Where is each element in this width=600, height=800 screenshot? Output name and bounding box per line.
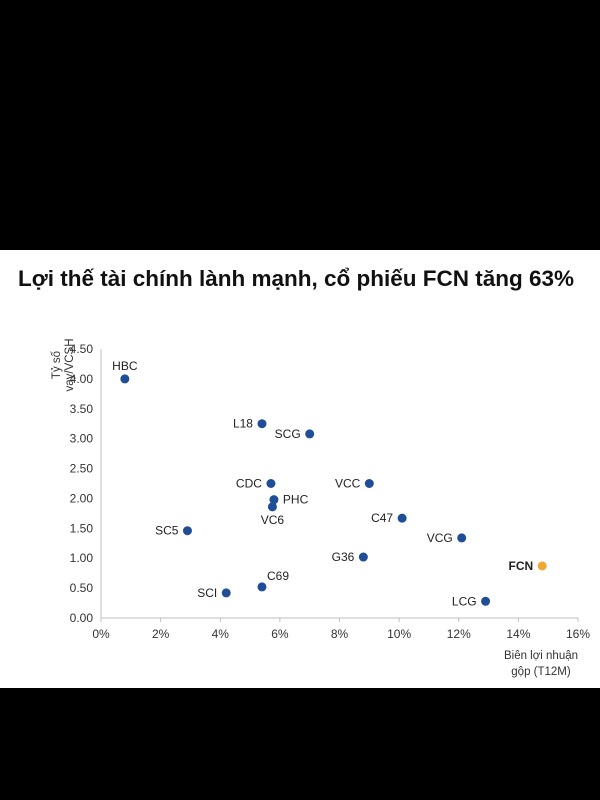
point-label-scg: SCG [275, 427, 301, 441]
data-point-vcc [364, 479, 374, 488]
x-tick-label: 12% [447, 627, 471, 641]
x-tick-label: 0% [92, 627, 110, 641]
x-axis-title-line: gộp (T12M) [511, 666, 571, 678]
data-point-sci [221, 588, 231, 598]
y-tick-label: 3.00 [70, 432, 94, 446]
y-tick-label: 2.00 [70, 491, 94, 505]
data-point-sc5 [182, 526, 192, 536]
point-labels: HBC L18 SCG CDC VCC PHC VC6 C47 SC5 VCG G36 FCN C69 S… [112, 359, 533, 608]
y-tick-label: 1.00 [70, 551, 94, 565]
data-point-vc6 [267, 502, 277, 512]
y-tick-label: 0.00 [70, 611, 94, 625]
x-tick-label: 8% [331, 627, 349, 641]
chart-panel: Lợi thế tài chính lành mạnh, cổ phiếu FC… [0, 250, 600, 688]
point-label-fcn: FCN [509, 559, 534, 573]
chart-title: Lợi thế tài chính lành mạnh, cổ phiếu FC… [18, 266, 575, 291]
scatter-chart: 0.00 0.50 1.00 1.50 2.00 2.50 3.00 3.50 4.00 4.50… [51, 338, 590, 678]
point-label-vcc: VCC [335, 477, 361, 491]
point-label-hbc: HBC [112, 359, 138, 373]
data-point-c69 [257, 582, 267, 592]
x-tick-label: 4% [212, 627, 230, 641]
data-point-g36 [358, 552, 368, 562]
point-label-l18: L18 [233, 417, 253, 431]
x-tick-label: 14% [506, 627, 530, 641]
point-label-c47: C47 [371, 511, 393, 525]
axes: 0.00 0.50 1.00 1.50 2.00 2.50 3.00 3.50 4.00 4.50… [51, 338, 590, 678]
y-tick-label: 1.50 [70, 521, 94, 535]
y-tick-label: 0.50 [70, 581, 94, 595]
data-point-c47 [397, 513, 407, 523]
point-label-phc: PHC [283, 493, 309, 507]
data-point-cdc [266, 479, 276, 488]
point-label-vcg: VCG [427, 531, 453, 545]
x-tick-label: 6% [271, 627, 289, 641]
point-label-sci: SCI [197, 586, 217, 600]
y-axis-title: Tỷ sốvay/VCSH [51, 338, 76, 391]
data-point-hbc [120, 374, 130, 384]
point-label-sc5: SC5 [155, 524, 179, 538]
data-point-lcg [481, 596, 491, 606]
point-label-c69: C69 [267, 569, 289, 583]
point-label-lcg: LCG [452, 594, 477, 608]
data-point-fcn [537, 561, 547, 571]
data-point-scg [305, 429, 315, 439]
y-tick-label: 4.50 [70, 342, 94, 356]
x-axis-title: Biên lợi nhuận gộp (T12M) [504, 650, 578, 678]
data-point-l18 [257, 419, 267, 429]
y-tick-label: 2.50 [70, 462, 94, 476]
y-tick-label: 3.50 [70, 402, 94, 416]
x-tick-label: 10% [387, 627, 411, 641]
x-tick-label: 2% [152, 627, 170, 641]
point-label-vc6: VC6 [261, 513, 285, 527]
y-tick-label: 4.00 [70, 372, 94, 386]
x-tick-label: 16% [566, 627, 590, 641]
point-label-cdc: CDC [236, 477, 262, 491]
data-point-phc [269, 495, 279, 505]
data-point-vcg [457, 533, 467, 543]
y-axis-title-line: Tỷ số [51, 350, 63, 379]
point-label-g36: G36 [332, 550, 355, 564]
y-axis-title-line: vay/VCSH [64, 338, 76, 391]
x-axis-title-line: Biên lợi nhuận [504, 650, 578, 662]
data-points [120, 374, 547, 606]
